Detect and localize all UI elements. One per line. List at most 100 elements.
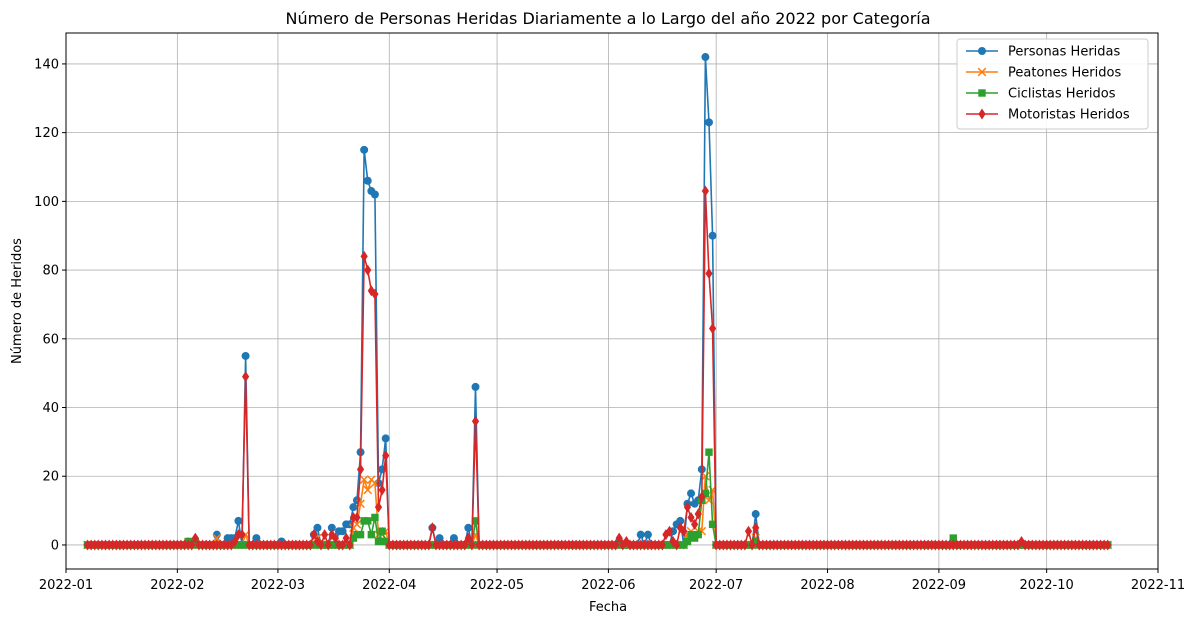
- data-point: [360, 145, 369, 154]
- data-point: [471, 415, 480, 427]
- data-point: [346, 539, 354, 551]
- data-point: [701, 489, 710, 498]
- data-point: [364, 517, 372, 525]
- data-point: [191, 532, 199, 544]
- data-point: [324, 539, 332, 551]
- data-point: [252, 534, 261, 543]
- data-point: [338, 527, 347, 536]
- data-point: [241, 351, 250, 360]
- data-point: [468, 539, 476, 551]
- x-tick-label: 2022-02: [150, 578, 204, 593]
- data-point: [752, 522, 760, 534]
- data-point: [363, 485, 373, 495]
- y-axis-ticks: 0 20 40 60 80 100 120 140: [34, 57, 66, 553]
- data-point: [683, 501, 692, 513]
- data-point: [381, 434, 390, 443]
- x-tick-label: 2022-09: [912, 578, 966, 593]
- data-point: [705, 268, 713, 280]
- y-tick-label: 0: [51, 538, 59, 553]
- data-point: [338, 539, 347, 551]
- legend-box: [956, 38, 1149, 130]
- data-point: [327, 523, 336, 532]
- data-point: [188, 539, 196, 551]
- data-point: [611, 539, 620, 551]
- data-point: [317, 539, 325, 551]
- x-axis-label: Fecha: [589, 600, 627, 615]
- legend-label: Peatones Heridos: [1008, 66, 1121, 81]
- data-point: [691, 518, 699, 530]
- legend: Personas Heridas Peatones Heridos Ciclista…: [956, 38, 1149, 130]
- data-point: [425, 539, 433, 551]
- data-point: [356, 463, 365, 475]
- data-point: [708, 231, 717, 240]
- data-point: [374, 501, 383, 513]
- data-point: [363, 176, 372, 185]
- data-point: [352, 520, 362, 529]
- data-point: [464, 532, 472, 544]
- data-point: [744, 525, 753, 537]
- data-point: [665, 525, 674, 537]
- x-tick-label: 2022-03: [251, 578, 305, 593]
- y-tick-label: 60: [42, 332, 59, 347]
- data-point: [231, 536, 239, 548]
- series-motoristas-heridos: [83, 185, 1112, 551]
- legend-marker: [978, 108, 986, 120]
- y-tick-label: 140: [34, 57, 59, 72]
- data-point: [353, 511, 361, 523]
- y-tick-label: 100: [34, 195, 59, 210]
- y-tick-label: 40: [42, 401, 59, 416]
- data-point: [321, 529, 329, 541]
- x-tick-label: 2022-08: [800, 578, 854, 593]
- data-point: [701, 53, 710, 62]
- data-point: [310, 529, 318, 541]
- data-point: [313, 536, 322, 548]
- data-point: [342, 532, 350, 544]
- data-point: [331, 532, 340, 544]
- data-point: [680, 525, 688, 537]
- data-point: [370, 190, 379, 199]
- data-point: [212, 533, 222, 543]
- legend-marker: [977, 67, 987, 77]
- data-point: [382, 450, 390, 462]
- y-tick-label: 20: [42, 470, 59, 485]
- data-point: [367, 530, 376, 539]
- legend-label: Ciclistas Heridos: [1008, 87, 1116, 102]
- data-point: [615, 532, 623, 544]
- series-layer: [83, 53, 1113, 551]
- y-tick-label: 80: [42, 264, 59, 279]
- data-point: [748, 539, 756, 551]
- legend-label: Motoristas Heridos: [1008, 108, 1130, 123]
- x-tick-label: 2022-05: [470, 578, 524, 593]
- data-point: [704, 118, 713, 127]
- data-point: [349, 503, 358, 512]
- data-point: [306, 539, 314, 551]
- x-tick-label: 2022-04: [362, 578, 416, 593]
- data-point: [683, 537, 692, 546]
- data-point: [694, 508, 702, 520]
- x-axis-ticks: 2022-01 2022-02 2022-03 2022-04 2022-05 2022-…: [39, 569, 1185, 593]
- data-point: [234, 516, 243, 525]
- data-point: [242, 371, 250, 383]
- data-point: [378, 527, 386, 535]
- data-point: [708, 322, 717, 334]
- chart-title: Número de Personas Heridas Diariamente a…: [285, 9, 930, 28]
- data-point: [701, 185, 709, 197]
- plot-frame: [65, 32, 1159, 570]
- data-point: [461, 539, 469, 551]
- data-point: [676, 516, 685, 525]
- data-point: [673, 539, 681, 551]
- data-point: [636, 530, 645, 539]
- y-tick-label: 120: [34, 126, 59, 141]
- data-point: [359, 475, 369, 484]
- data-point: [1104, 539, 1112, 551]
- data-point: [371, 288, 379, 300]
- data-point: [741, 539, 749, 551]
- data-point: [698, 491, 706, 503]
- data-point: [687, 511, 695, 523]
- data-point: [238, 529, 246, 541]
- data-point: [708, 520, 717, 529]
- data-point: [367, 285, 375, 297]
- data-point: [658, 539, 666, 551]
- data-point: [313, 523, 322, 532]
- x-tick-label: 2022-10: [1019, 578, 1073, 593]
